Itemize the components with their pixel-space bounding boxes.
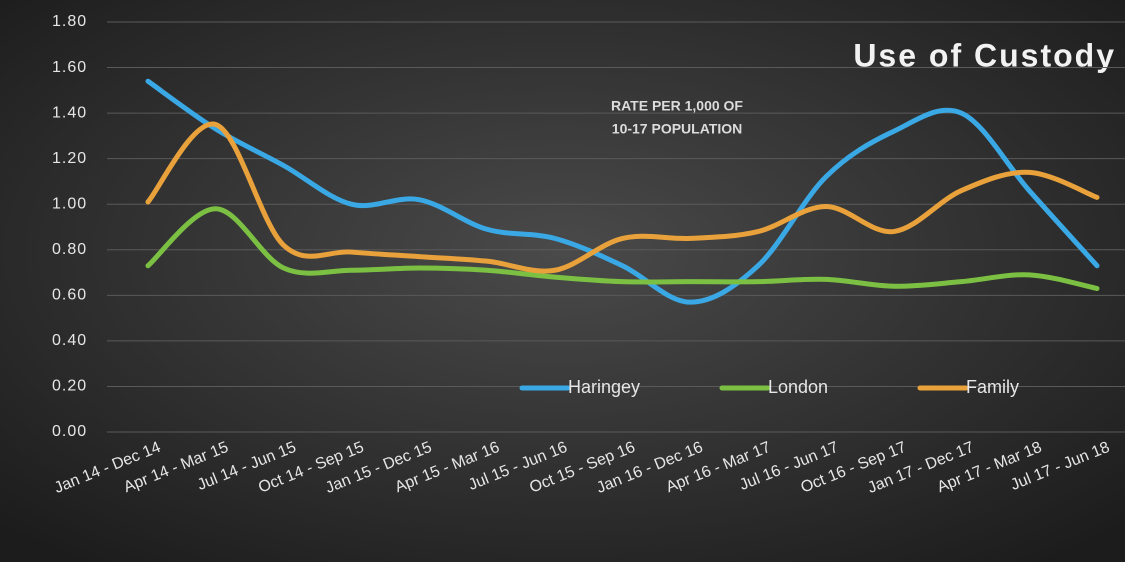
y-tick-label: 0.40 xyxy=(52,332,87,349)
legend-label: London xyxy=(768,377,828,397)
legend-label: Haringey xyxy=(568,377,640,397)
legend-label: Family xyxy=(966,377,1019,397)
y-tick-label: 0.00 xyxy=(52,423,87,440)
series-line xyxy=(145,78,1100,305)
series-line xyxy=(145,121,1100,274)
y-tick-label: 1.40 xyxy=(52,104,87,121)
y-tick-label: 0.80 xyxy=(52,241,87,258)
y-tick-label: 1.60 xyxy=(52,59,87,76)
y-tick-label: 1.80 xyxy=(52,13,87,30)
series-line xyxy=(145,206,1100,291)
y-tick-label: 1.00 xyxy=(52,195,87,212)
annotation: 10-17 POPULATION xyxy=(612,121,742,137)
y-tick-label: 0.60 xyxy=(52,287,87,304)
annotation: RATE PER 1,000 OF xyxy=(611,98,743,114)
y-tick-label: 1.20 xyxy=(52,150,87,167)
y-tick-label: 0.20 xyxy=(52,378,87,395)
